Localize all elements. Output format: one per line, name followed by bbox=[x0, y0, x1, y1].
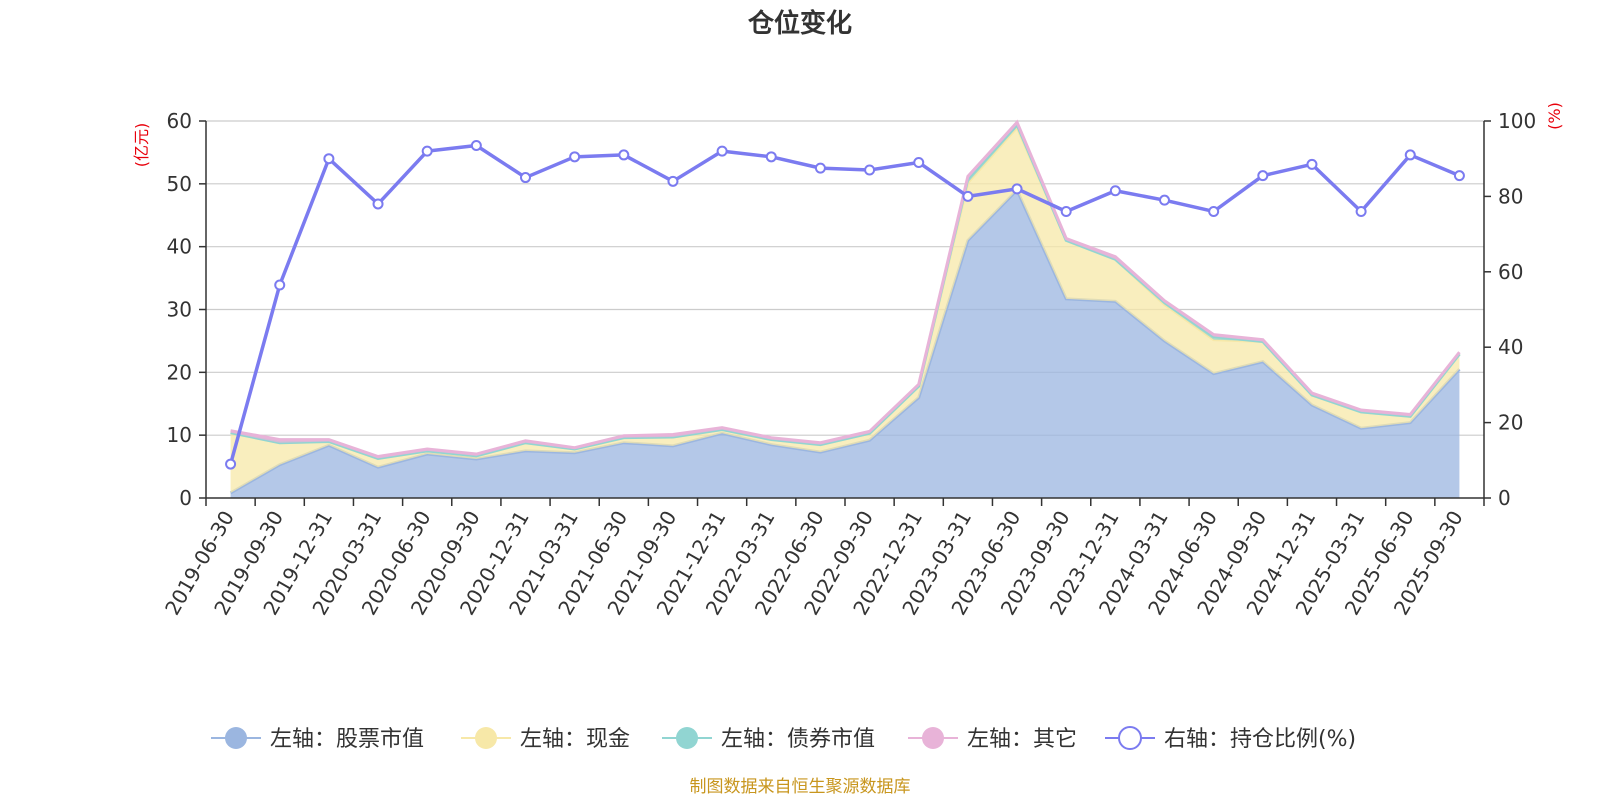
right-tick-label: 60 bbox=[1498, 260, 1523, 284]
ratio-point bbox=[421, 145, 433, 157]
area-series-4-edge bbox=[230, 119, 1461, 459]
ratio-point bbox=[470, 140, 482, 152]
ratio-point bbox=[1159, 194, 1170, 206]
right-tick-label: 40 bbox=[1498, 335, 1523, 359]
ratio-point bbox=[1404, 149, 1416, 161]
ratio-polyline bbox=[228, 143, 1461, 465]
right-tick-label: 0 bbox=[1498, 486, 1511, 510]
ratio-point bbox=[1355, 205, 1367, 217]
ratio-point bbox=[225, 458, 237, 470]
legend-label: 右轴：持仓比例(%) bbox=[1164, 727, 1356, 752]
left-axis-unit: (亿元) bbox=[132, 123, 151, 168]
ratio-point bbox=[1060, 205, 1072, 217]
right-axis-unit: (%) bbox=[1545, 102, 1564, 130]
ratio-point bbox=[716, 145, 728, 157]
ratio-point bbox=[1306, 158, 1318, 170]
left-tick-label: 60 bbox=[167, 109, 192, 133]
ratio-point bbox=[520, 172, 531, 184]
left-tick-label: 0 bbox=[179, 486, 192, 510]
ratio-point bbox=[1453, 170, 1465, 182]
ratio-point bbox=[618, 149, 630, 161]
right-tick-label: 20 bbox=[1498, 411, 1523, 435]
legend-label: 左轴：现金 bbox=[520, 727, 630, 752]
left-tick-label: 10 bbox=[167, 423, 192, 447]
ratio-point bbox=[864, 164, 876, 176]
left-tick-label: 20 bbox=[167, 360, 192, 384]
ratio-point bbox=[372, 198, 384, 210]
ratio-point bbox=[1011, 183, 1023, 195]
legend-marker bbox=[225, 727, 247, 749]
ratio-point bbox=[814, 162, 826, 174]
legend-marker-hollow bbox=[1118, 726, 1142, 750]
left-tick-label: 50 bbox=[167, 172, 192, 196]
data-source-note: 制图数据来自恒生聚源数据库 bbox=[690, 777, 911, 797]
legend: 左轴：股票市值 左轴：现金 左轴：债券市值 左轴：其它 右轴：持仓比例(%) bbox=[211, 726, 1356, 752]
area-series-1-edge bbox=[229, 187, 1461, 495]
legend-label: 左轴：股票市值 bbox=[270, 727, 424, 752]
left-tick-label: 30 bbox=[167, 298, 192, 322]
ratio-point bbox=[569, 151, 581, 163]
legend-marker bbox=[922, 727, 944, 749]
position-ratio-line bbox=[225, 140, 1465, 470]
ratio-point bbox=[667, 175, 679, 187]
right-tick-label: 100 bbox=[1498, 109, 1536, 133]
ratio-point bbox=[323, 153, 335, 165]
ratio-point bbox=[274, 279, 286, 291]
ratio-point bbox=[1208, 205, 1220, 217]
area-series-1 bbox=[230, 190, 1460, 498]
legend-label: 左轴：其它 bbox=[967, 727, 1077, 752]
ratio-point bbox=[1257, 170, 1269, 182]
left-tick-label: 40 bbox=[167, 235, 192, 259]
stacked-areas bbox=[229, 119, 1461, 498]
ratio-point bbox=[765, 151, 777, 163]
legend-marker bbox=[676, 727, 698, 749]
axes: 01020304050600204060801002019-06-302019-… bbox=[160, 109, 1536, 619]
ratio-point bbox=[1109, 185, 1121, 197]
ratio-point bbox=[913, 156, 925, 168]
ratio-point bbox=[962, 190, 974, 202]
chart-title: 仓位变化 bbox=[747, 8, 852, 39]
legend-label: 左轴：债券市值 bbox=[721, 727, 875, 752]
legend-marker bbox=[475, 727, 497, 749]
right-tick-label: 80 bbox=[1498, 184, 1523, 208]
